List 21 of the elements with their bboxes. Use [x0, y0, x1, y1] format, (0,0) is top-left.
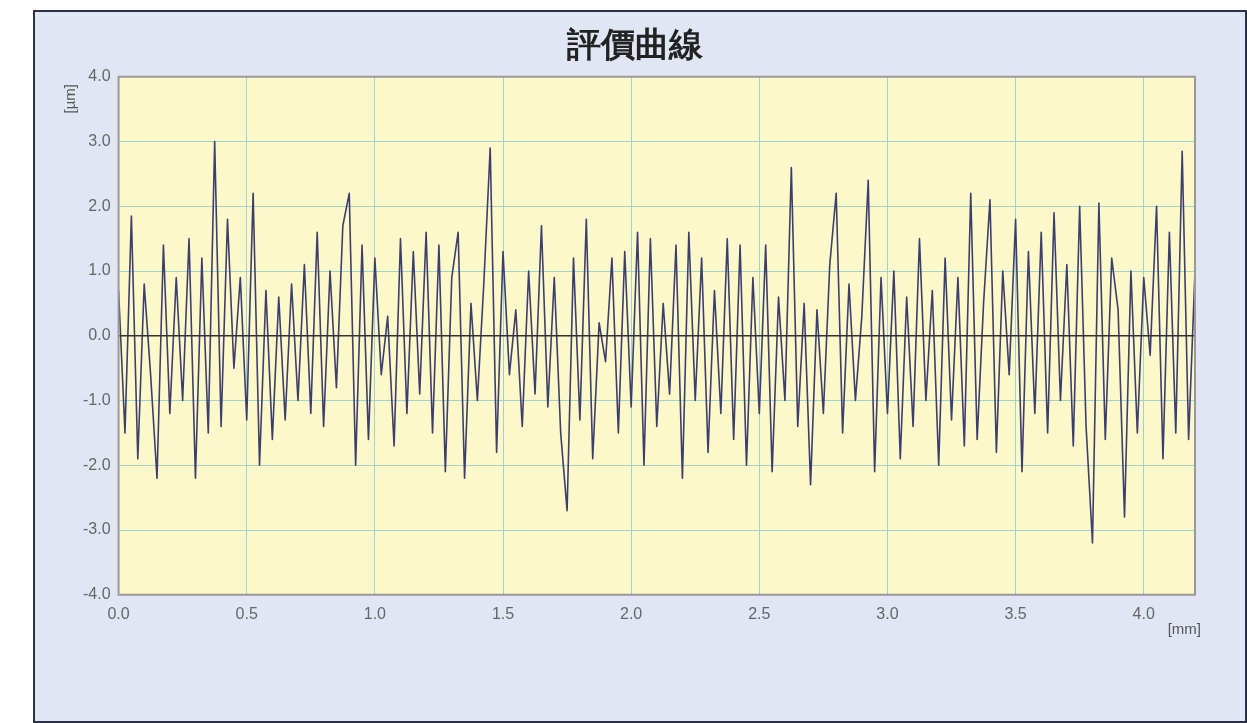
- y-tick-label: 0.0: [88, 326, 111, 344]
- x-tick-label: 0.0: [107, 604, 130, 622]
- x-tick-label: 1.0: [363, 604, 387, 622]
- y-tick-label: -3.0: [82, 520, 111, 538]
- y-tick-label: -2.0: [82, 455, 111, 473]
- y-tick-label: -4.0: [82, 585, 111, 603]
- chart-title: 評價曲線: [566, 24, 704, 63]
- x-tick-label: 2.5: [748, 604, 771, 622]
- x-tick-label: 2.0: [620, 604, 643, 622]
- x-tick-label: 0.5: [235, 604, 258, 622]
- x-tick-label: 3.5: [1004, 604, 1027, 622]
- x-tick-label: 3.0: [876, 604, 899, 622]
- y-tick-label: 1.0: [88, 261, 111, 279]
- y-tick-label: -1.0: [82, 390, 111, 408]
- x-axis-title: [mm]: [1167, 620, 1201, 638]
- y-tick-label: 3.0: [88, 131, 111, 149]
- y-tick-label: 4.0: [88, 67, 111, 85]
- y-tick-label: 2.0: [88, 196, 111, 214]
- y-axis-title: [µm]: [60, 84, 78, 114]
- x-tick-label: 4.0: [1132, 604, 1155, 622]
- x-tick-label: 1.5: [491, 604, 515, 622]
